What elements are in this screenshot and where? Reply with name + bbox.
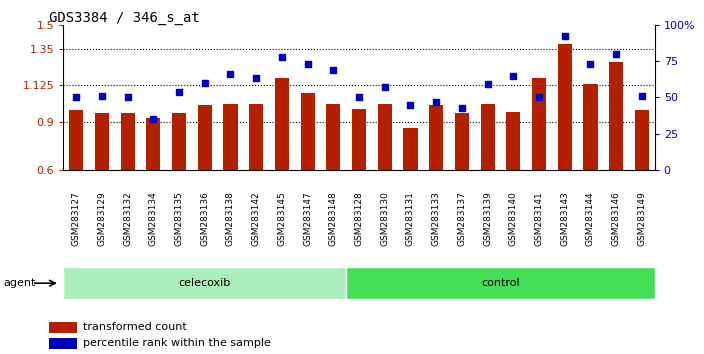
Point — [610, 51, 622, 57]
Bar — [506, 112, 520, 170]
Bar — [635, 110, 649, 170]
Point — [276, 54, 287, 59]
Bar — [49, 322, 77, 333]
Point — [585, 61, 596, 67]
Text: GSM283134: GSM283134 — [149, 191, 158, 246]
Text: GSM283133: GSM283133 — [432, 191, 441, 246]
Point — [508, 73, 519, 78]
Point — [456, 105, 467, 110]
Text: GSM283131: GSM283131 — [406, 191, 415, 246]
Text: GSM283143: GSM283143 — [560, 191, 570, 246]
Point — [327, 67, 339, 73]
Text: GDS3384 / 346_s_at: GDS3384 / 346_s_at — [49, 11, 200, 25]
Point — [173, 89, 184, 95]
Bar — [403, 128, 417, 170]
Text: GSM283144: GSM283144 — [586, 191, 595, 246]
Bar — [584, 85, 598, 170]
Bar — [275, 78, 289, 170]
Bar — [609, 62, 623, 170]
Text: GSM283127: GSM283127 — [72, 191, 81, 246]
Bar — [346, 267, 655, 299]
Point — [559, 34, 570, 39]
Bar — [377, 104, 392, 170]
Point — [405, 102, 416, 107]
Point — [122, 95, 133, 100]
Text: GSM283135: GSM283135 — [175, 191, 184, 246]
Text: celecoxib: celecoxib — [179, 278, 231, 288]
Point — [431, 99, 442, 104]
Bar — [481, 104, 495, 170]
Text: GSM283132: GSM283132 — [123, 191, 132, 246]
Bar — [146, 118, 161, 170]
Bar — [49, 338, 77, 349]
Text: GSM283129: GSM283129 — [97, 191, 106, 246]
Text: transformed count: transformed count — [83, 322, 187, 332]
Point — [302, 61, 313, 67]
Text: control: control — [481, 278, 520, 288]
Bar — [198, 105, 212, 170]
Bar — [455, 114, 469, 170]
Point — [96, 93, 108, 99]
Text: percentile rank within the sample: percentile rank within the sample — [83, 338, 270, 348]
Point — [70, 95, 82, 100]
Bar — [532, 78, 546, 170]
Bar — [558, 44, 572, 170]
Bar — [352, 109, 366, 170]
Bar — [63, 267, 346, 299]
Text: GSM283142: GSM283142 — [252, 191, 260, 246]
Point — [482, 81, 494, 87]
Text: agent: agent — [4, 278, 36, 288]
Bar — [326, 104, 341, 170]
Point — [148, 116, 159, 122]
Text: GSM283146: GSM283146 — [612, 191, 621, 246]
Text: GSM283138: GSM283138 — [226, 191, 235, 246]
Text: GSM283139: GSM283139 — [483, 191, 492, 246]
Point — [225, 71, 236, 77]
Bar — [120, 114, 134, 170]
Bar — [69, 110, 83, 170]
Text: GSM283130: GSM283130 — [380, 191, 389, 246]
Text: GSM283140: GSM283140 — [509, 191, 518, 246]
Text: GSM283137: GSM283137 — [458, 191, 466, 246]
Bar — [95, 114, 109, 170]
Bar — [249, 104, 263, 170]
Point — [379, 84, 391, 90]
Bar — [172, 114, 186, 170]
Point — [534, 95, 545, 100]
Bar — [429, 105, 444, 170]
Point — [353, 95, 365, 100]
Bar — [301, 92, 315, 170]
Text: GSM283128: GSM283128 — [355, 191, 363, 246]
Bar — [223, 104, 237, 170]
Text: GSM283149: GSM283149 — [637, 191, 646, 246]
Text: GSM283145: GSM283145 — [277, 191, 287, 246]
Text: GSM283148: GSM283148 — [329, 191, 338, 246]
Text: GSM283147: GSM283147 — [303, 191, 312, 246]
Point — [636, 93, 648, 99]
Text: GSM283136: GSM283136 — [200, 191, 209, 246]
Point — [251, 76, 262, 81]
Point — [199, 80, 210, 86]
Text: GSM283141: GSM283141 — [534, 191, 543, 246]
